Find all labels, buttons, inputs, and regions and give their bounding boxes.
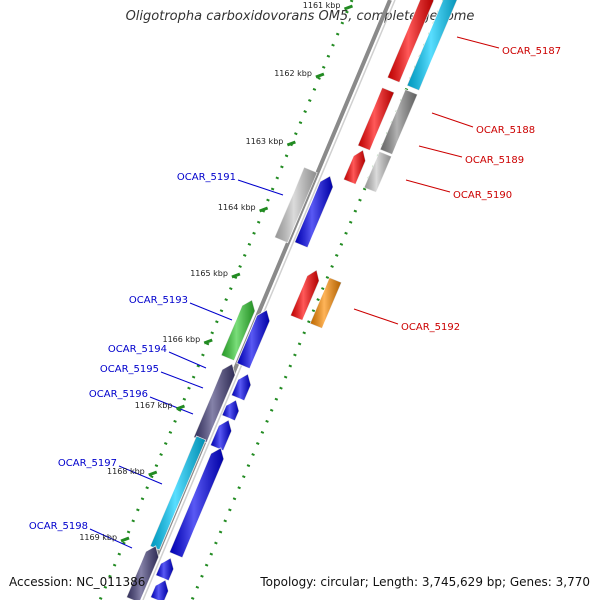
tick-mark-2 bbox=[315, 72, 325, 79]
topology-text: Topology: circular; Length: 3,745,629 bp… bbox=[260, 575, 590, 589]
gene-ocar-5193 bbox=[220, 299, 256, 362]
gene-label-ocar_5190: OCAR_5190 bbox=[453, 190, 512, 201]
gene-ocar-5191 bbox=[294, 175, 334, 249]
gene-ocar-5198c-shading bbox=[150, 580, 169, 600]
gene-ocar-5196b-shading bbox=[221, 400, 239, 421]
gene-ocar-5198c bbox=[150, 579, 169, 600]
gene-ocar-5198b bbox=[155, 557, 175, 582]
tick-label-6: 1166 kbp bbox=[162, 335, 200, 344]
gene-labels: OCAR_5187 OCAR_5188 OCAR_5189 OCAR_5190 OCAR… bbox=[29, 36, 561, 549]
gene-label-ocar_5191: OCAR_5191 bbox=[177, 172, 236, 183]
gene-label-ocar_5187: OCAR_5187 bbox=[502, 46, 561, 57]
gene-label-ocar_5189: OCAR_5189 bbox=[465, 155, 524, 166]
leader-line-ocar_5191 bbox=[237, 179, 284, 196]
gene-ocar-5196b bbox=[221, 399, 240, 422]
gene-ocar-5188 bbox=[357, 86, 395, 152]
leader-line-ocar_5194 bbox=[168, 351, 207, 369]
gene-ocar-5192-orange bbox=[309, 276, 342, 330]
backbone-line-2 bbox=[142, 0, 396, 600]
leader-line-ocar_5193 bbox=[189, 302, 233, 321]
tick-label-4: 1164 kbp bbox=[218, 203, 256, 212]
gene-label-ocar_5194: OCAR_5194 bbox=[108, 344, 167, 355]
gene-label-ocar_5188: OCAR_5188 bbox=[476, 125, 535, 136]
dotted-track-1 bbox=[98, 0, 354, 600]
tick-mark-4 bbox=[259, 206, 269, 213]
gene-label-ocar_5195: OCAR_5195 bbox=[100, 364, 159, 375]
leader-line-ocar_5196 bbox=[149, 396, 194, 415]
tick-mark-8 bbox=[148, 470, 158, 477]
gene-ocar-5194-shading bbox=[236, 310, 270, 369]
leader-line-ocar_5197 bbox=[118, 465, 163, 485]
tick-mark-1 bbox=[343, 4, 354, 11]
gene-ocar-5195-shading bbox=[193, 364, 236, 443]
gene-ocar-5196-shading bbox=[231, 374, 251, 401]
gene-ocar-5189 bbox=[343, 149, 366, 186]
gene-ocar-5190-shading bbox=[364, 151, 392, 193]
tick-label-1: 1161 kbp bbox=[303, 1, 341, 10]
accession-text: Accession: NC_011386 bbox=[9, 575, 146, 589]
leader-line-ocar_5195 bbox=[160, 371, 204, 389]
tick-mark-7 bbox=[175, 404, 186, 411]
gene-ocar-5197-shading bbox=[169, 448, 224, 558]
gene-ocar-5193-shading bbox=[221, 300, 255, 361]
tick-label-9: 1169 kbp bbox=[79, 533, 117, 542]
leader-line-ocar_5198 bbox=[89, 528, 133, 549]
gene-ocar-5196 bbox=[230, 373, 252, 402]
gene-ocar-5187 bbox=[386, 0, 435, 84]
gene-ocar-5198-shading bbox=[126, 546, 159, 600]
gene-ocar-5196c-shading bbox=[210, 420, 232, 451]
leader-line-ocar_5192 bbox=[353, 308, 399, 325]
gene-label-ocar_5197: OCAR_5197 bbox=[58, 458, 117, 469]
tick-mark-9 bbox=[120, 536, 130, 543]
gene-ocar-5192 bbox=[289, 269, 320, 322]
gene-ocar-5197 bbox=[168, 447, 225, 559]
gene-label-ocar_5198: OCAR_5198 bbox=[29, 521, 88, 532]
tick-label-5: 1165 kbp bbox=[190, 269, 228, 278]
gene-ocar-5187-shading bbox=[387, 0, 434, 83]
gene-ocar-5187-cyan bbox=[406, 0, 458, 92]
tick-mark-3 bbox=[286, 140, 296, 147]
tick-label-8: 1168 kbp bbox=[107, 467, 145, 476]
gene-features bbox=[126, 0, 458, 600]
gene-ocar-5190 bbox=[363, 150, 392, 194]
gene-ocar-5197-cyan bbox=[149, 435, 207, 551]
gene-ocar-5197-cyan-shading bbox=[150, 436, 206, 550]
gene-label-ocar_5192: OCAR_5192 bbox=[401, 322, 460, 333]
gene-ocar-5196c bbox=[209, 419, 232, 452]
scale-ticks: 1161 kbp 1162 kbp 1163 kbp 1164 kbp 1165 kbp… bbox=[79, 1, 354, 543]
tick-mark-5 bbox=[231, 272, 241, 279]
leader-line-ocar_5187 bbox=[456, 36, 500, 49]
gene-label-ocar_5196: OCAR_5196 bbox=[89, 389, 148, 400]
gene-ocar-5189-shading bbox=[343, 150, 366, 185]
tick-mark-6 bbox=[203, 338, 213, 345]
gene-ocar-5191-gray-shading bbox=[274, 167, 318, 243]
gene-ocar-5188-shading bbox=[357, 87, 395, 151]
gene-ocar-5194 bbox=[236, 309, 271, 370]
gene-ocar-5198b-shading bbox=[155, 558, 174, 581]
tick-label-7: 1167 kbp bbox=[135, 401, 173, 410]
leader-line-ocar_5188 bbox=[431, 112, 474, 128]
gene-ocar-5198 bbox=[126, 545, 160, 600]
tick-label-2: 1162 kbp bbox=[274, 69, 312, 78]
gene-ocar-5191-shading bbox=[294, 176, 334, 248]
leader-line-ocar_5189 bbox=[418, 145, 463, 158]
gene-ocar-5188-gray bbox=[379, 88, 418, 156]
tick-label-3: 1163 kbp bbox=[246, 137, 284, 146]
leader-line-ocar_5190 bbox=[405, 179, 451, 193]
gene-ocar-5188-gray-shading bbox=[380, 89, 418, 155]
gene-label-ocar_5193: OCAR_5193 bbox=[129, 295, 188, 306]
gene-ocar-5192-shading bbox=[290, 270, 320, 321]
gene-ocar-5192-orange-shading bbox=[310, 277, 342, 329]
gene-ocar-5187-cyan-shading bbox=[407, 0, 458, 91]
gene-ocar-5191-gray bbox=[274, 166, 318, 244]
